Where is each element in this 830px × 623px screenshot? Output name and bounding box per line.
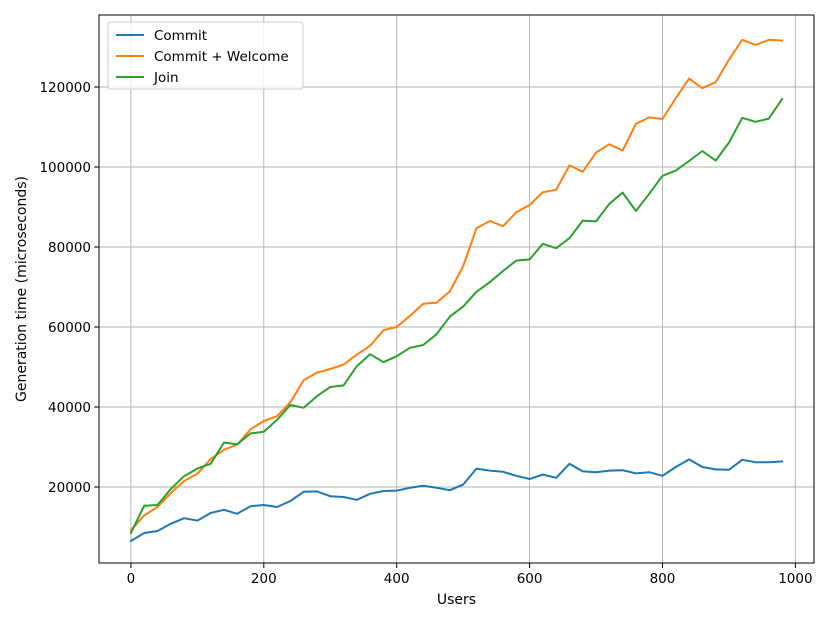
y-axis-label: Generation time (microseconds) xyxy=(14,176,30,402)
legend-label-join: Join xyxy=(153,70,179,86)
legend-label-commit: Commit xyxy=(154,28,207,44)
x-tick-label: 600 xyxy=(517,571,543,587)
y-tick-label: 120000 xyxy=(39,80,91,96)
series-line-join xyxy=(129,97,784,535)
y-tick-label: 40000 xyxy=(48,400,91,416)
y-tick-label: 80000 xyxy=(48,240,91,256)
y-tick-label: 100000 xyxy=(39,160,91,176)
series-layer xyxy=(129,38,784,543)
legend-label-commit-welcome: Commit + Welcome xyxy=(154,49,289,65)
x-axis: 0 200 400 600 800 1000 xyxy=(127,563,813,587)
grid xyxy=(99,15,814,563)
y-tick-label: 20000 xyxy=(48,480,91,496)
x-axis-label: Users xyxy=(437,592,476,608)
x-tick-label: 400 xyxy=(384,571,410,587)
plot-frame xyxy=(98,14,815,564)
x-tick-label: 0 xyxy=(127,571,136,587)
y-tick-label: 60000 xyxy=(48,320,91,336)
series-line-commit xyxy=(129,458,784,543)
legend: Commit Commit + Welcome Join xyxy=(107,21,304,90)
y-axis: 20000 40000 60000 80000 100000 120000 xyxy=(39,80,99,496)
x-tick-label: 200 xyxy=(251,571,277,587)
x-tick-label: 1000 xyxy=(778,571,812,587)
legend-box xyxy=(107,21,304,90)
x-tick-label: 800 xyxy=(650,571,676,587)
